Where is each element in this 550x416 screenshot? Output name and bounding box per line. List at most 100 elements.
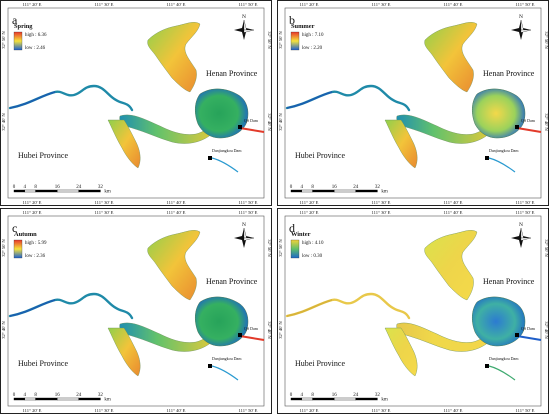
legend-colorbar [290,31,300,51]
map-summer: 111° 20' E 111° 30' E 111° 40' E 111° 50' E… [277,0,549,206]
legend-high-label: high : 4.10 [302,241,324,246]
scalebar-tick: 32 [375,185,381,190]
northern-arm [424,230,478,301]
qs-dam-marker [515,333,519,337]
scalebar-tick: 24 [353,393,359,398]
longitude-label: 111° 30' E [95,2,114,7]
danjiangkou-dam-label: Danjiangkou Dam [489,356,519,361]
north-label: N [242,14,246,20]
map-neatline [7,215,265,407]
scalebar-tick: 4 [24,393,27,398]
panel-letter: d [289,221,295,235]
longitude-label: 111° 30' E [372,2,391,7]
scalebar-tick: 0 [290,185,293,190]
scalebar-segment [57,397,80,401]
latitude-label: 32° 50' N [278,239,283,257]
scalebar-segment [24,397,36,401]
northern-arm [424,22,478,93]
longitude-label: 111° 50' E [239,210,258,215]
danjiangkou-dam-marker [208,364,212,368]
southern-branch [107,119,141,169]
latitude-label: 32° 50' N [267,31,272,49]
river-upstream [286,299,333,317]
latitude-label: 32° 50' N [544,31,549,49]
scalebar-segment [301,189,313,193]
map-winter: 111° 20' E 111° 30' E 111° 40' E 111° 50' E… [277,208,549,414]
latitude-label: 32° 50' N [267,239,272,257]
scalebar-unit: km [104,190,111,195]
longitude-label: 111° 40' E [167,200,186,205]
longitude-label: 111° 20' E [23,200,42,205]
longitude-label: 111° 40' E [167,2,186,7]
henan-province-label: Henan Province [206,277,258,286]
longitude-label: 111° 40' E [444,2,463,7]
longitude-label: 111° 50' E [516,2,535,7]
map-neatline [284,7,542,199]
main-basin [195,88,249,139]
latitude-label: 32° 50' N [1,31,6,49]
henan-province-label: Henan Province [206,69,258,78]
northern-arm [147,22,201,93]
scalebar-segment [35,189,58,193]
danjiangkou-dam-label: Danjiangkou Dam [489,148,519,153]
qs-dam-marker [515,125,519,129]
map-panel-c: 111° 20' E 111° 30' E 111° 40' E 111° 50' E… [0,208,272,414]
legend-low-label: low : 2.36 [25,254,46,259]
latitude-label: 32° 40' N [544,113,549,131]
map-spring: 111° 20' E 111° 30' E 111° 40' E 111° 50' E… [0,0,272,206]
longitude-label: 111° 40' E [444,210,463,215]
scalebar-segment [290,397,303,401]
scalebar-tick: 0 [290,393,293,398]
river-upstream [9,91,56,109]
scalebar-segment [334,189,357,193]
outlet-channel [239,335,265,341]
scalebar-segment [13,397,26,401]
scalebar-segment [312,397,335,401]
scalebar-tick: 32 [98,393,104,398]
scalebar-segment [78,397,101,401]
north-label: N [519,14,523,20]
latitude-label: 32° 40' N [267,321,272,339]
qs-dam-marker [238,333,242,337]
panel-letter: b [289,13,295,27]
legend-high-label: high : 5.99 [25,241,47,246]
hubei-province-label: Hubei Province [18,151,68,160]
longitude-label: 111° 20' E [300,200,319,205]
latitude-label: 32° 50' N [544,239,549,257]
longitude-label: 111° 50' E [516,200,535,205]
qs-dam-label: QS Dam [244,118,259,123]
scalebar-unit: km [381,398,388,403]
north-label: N [242,222,246,228]
scalebar-segment [24,189,36,193]
scalebar-tick: 8 [34,185,37,190]
north-label: N [519,222,523,228]
longitude-label: 111° 30' E [372,408,391,413]
scalebar-tick: 32 [375,393,381,398]
danjiangkou-dam-marker [485,156,489,160]
legend-high-label: high : 6.36 [25,33,47,38]
downstream-river [211,157,239,173]
longitude-label: 111° 30' E [95,408,114,413]
latitude-label: 32° 40' N [1,321,6,339]
longitude-label: 111° 20' E [300,2,319,7]
scalebar-segment [35,397,58,401]
hubei-province-label: Hubei Province [295,151,345,160]
outlet-channel [516,335,542,341]
main-basin [195,296,249,347]
scalebar-tick: 16 [55,185,61,190]
scalebar-unit: km [104,398,111,403]
longitude-label: 111° 50' E [239,2,258,7]
scalebar-segment [355,397,378,401]
longitude-label: 111° 40' E [167,408,186,413]
qs-dam-label: QS Dam [521,118,536,123]
longitude-label: 111° 20' E [300,210,319,215]
legend-low-label: low : 2.46 [25,46,46,51]
henan-province-label: Henan Province [483,277,535,286]
scalebar-tick: 24 [76,185,82,190]
scalebar-segment [301,397,313,401]
danjiangkou-dam-marker [208,156,212,160]
longitude-label: 111° 30' E [95,210,114,215]
river-upstream [9,299,56,317]
north-arrow-icon [511,19,532,40]
latitude-label: 32° 50' N [278,31,283,49]
